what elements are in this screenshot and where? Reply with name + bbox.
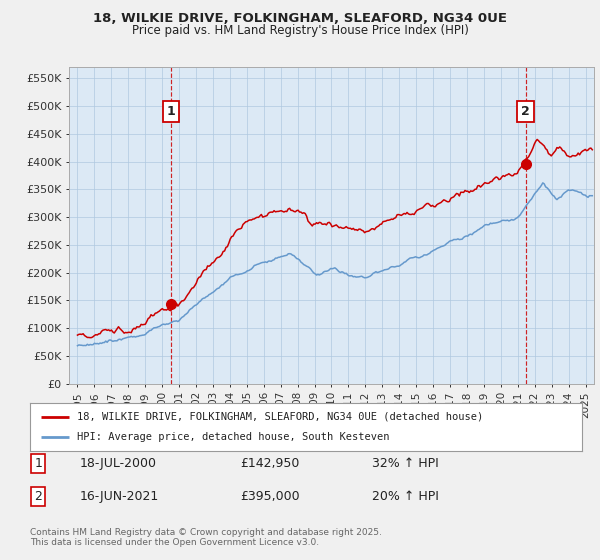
Text: Contains HM Land Registry data © Crown copyright and database right 2025.
This d: Contains HM Land Registry data © Crown c… xyxy=(30,528,382,547)
Text: 16-JUN-2021: 16-JUN-2021 xyxy=(80,490,159,503)
Text: HPI: Average price, detached house, South Kesteven: HPI: Average price, detached house, Sout… xyxy=(77,432,389,442)
Text: 1: 1 xyxy=(167,105,176,118)
Text: 18, WILKIE DRIVE, FOLKINGHAM, SLEAFORD, NG34 0UE: 18, WILKIE DRIVE, FOLKINGHAM, SLEAFORD, … xyxy=(93,12,507,25)
Text: 2: 2 xyxy=(521,105,530,118)
Text: Price paid vs. HM Land Registry's House Price Index (HPI): Price paid vs. HM Land Registry's House … xyxy=(131,24,469,37)
Text: £395,000: £395,000 xyxy=(240,490,299,503)
Text: £142,950: £142,950 xyxy=(240,457,299,470)
Text: 1: 1 xyxy=(34,457,42,470)
Text: 20% ↑ HPI: 20% ↑ HPI xyxy=(372,490,439,503)
Text: 2: 2 xyxy=(34,490,42,503)
Text: 18, WILKIE DRIVE, FOLKINGHAM, SLEAFORD, NG34 0UE (detached house): 18, WILKIE DRIVE, FOLKINGHAM, SLEAFORD, … xyxy=(77,412,483,422)
Text: 18-JUL-2000: 18-JUL-2000 xyxy=(80,457,157,470)
Text: 32% ↑ HPI: 32% ↑ HPI xyxy=(372,457,439,470)
